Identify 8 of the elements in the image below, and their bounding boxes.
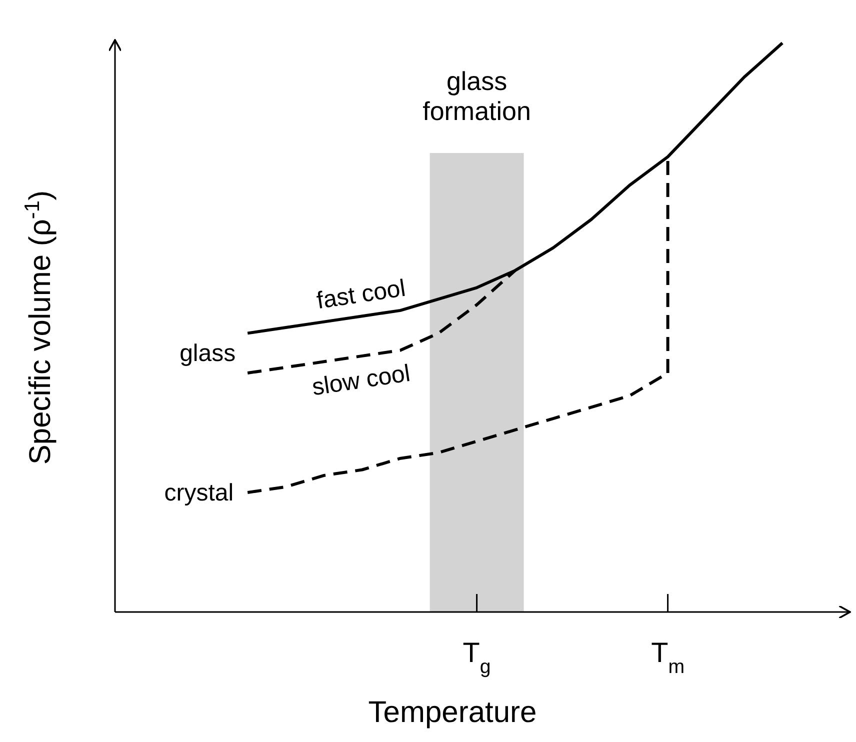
annotation: glass <box>180 340 236 368</box>
x-tick-label: T$_{g}$ <box>462 637 491 678</box>
text: slow cool <box>310 360 412 402</box>
x-tick-label: T$_{m}$ <box>651 637 685 678</box>
series-label: crystal <box>164 480 234 507</box>
x-axis-title: Temperature <box>368 696 537 729</box>
annotation: glass formation <box>422 66 531 126</box>
text: fast cool <box>314 274 408 315</box>
